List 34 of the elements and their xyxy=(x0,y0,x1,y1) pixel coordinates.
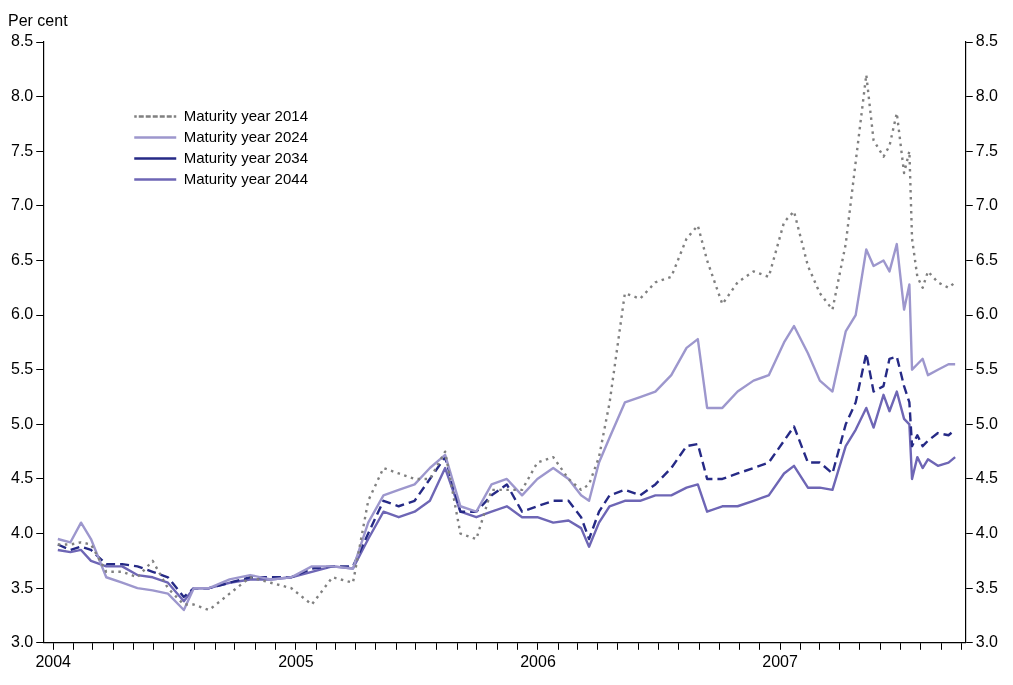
y2-tick-label: 3.5 xyxy=(975,578,999,596)
y-tick-label: 7.0 xyxy=(10,196,34,214)
y-axis-title: Per cent xyxy=(8,12,69,30)
y-tick-label: 3.5 xyxy=(10,578,34,596)
x-tick-label: 2005 xyxy=(278,652,314,670)
x-tick-label: 2007 xyxy=(762,652,798,670)
y-tick-label: 4.0 xyxy=(10,523,34,541)
y2-tick-label: 6.5 xyxy=(975,250,999,268)
legend-label: Maturity year 2024 xyxy=(183,127,308,145)
x-tick-label: 2006 xyxy=(520,652,556,670)
y-tick-label: 5.5 xyxy=(10,360,34,378)
y2-tick-label: 5.5 xyxy=(975,360,999,378)
legend-label: Maturity year 2034 xyxy=(183,148,308,166)
y2-tick-label: 7.0 xyxy=(975,196,999,214)
y-tick-label: 4.5 xyxy=(10,469,34,487)
legend-label: Maturity year 2044 xyxy=(183,169,308,187)
y2-tick-label: 6.0 xyxy=(975,305,999,323)
y2-tick-label: 7.5 xyxy=(975,141,999,159)
y2-tick-label: 4.5 xyxy=(975,469,999,487)
x-tick-label: 2004 xyxy=(35,652,72,670)
y2-tick-label: 5.0 xyxy=(975,414,999,432)
y-tick-label: 7.5 xyxy=(10,141,34,159)
y2-tick-label: 8.0 xyxy=(975,87,999,105)
y-tick-label: 6.0 xyxy=(10,305,34,323)
y-tick-label: 3.0 xyxy=(10,633,34,651)
legend-label: Maturity year 2014 xyxy=(183,106,308,124)
y2-tick-label: 3.0 xyxy=(975,633,999,651)
line-series xyxy=(56,73,957,612)
y-tick-label: 6.5 xyxy=(10,250,34,268)
y2-tick-label: 8.5 xyxy=(975,32,999,50)
y2-tick-label: 4.0 xyxy=(975,523,999,541)
y-tick-label: 8.0 xyxy=(10,87,34,105)
y-tick-label: 5.0 xyxy=(10,414,34,432)
y-tick-label: 8.5 xyxy=(10,32,34,50)
